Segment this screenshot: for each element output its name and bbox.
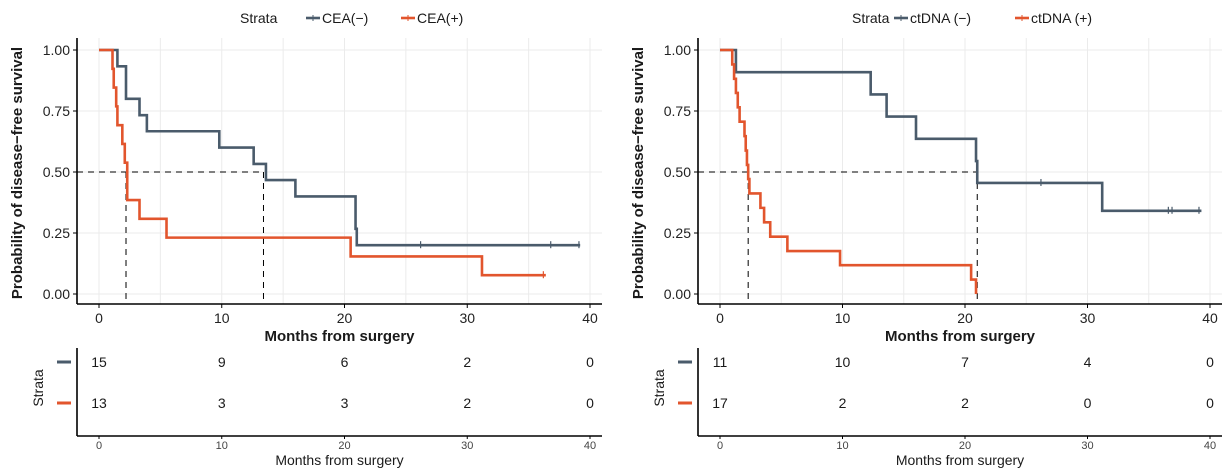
x-tick-label: 10 xyxy=(214,310,230,326)
risk-count: 3 xyxy=(341,395,349,411)
risk-x-tick-label: 30 xyxy=(1081,440,1093,452)
risk-count: 2 xyxy=(463,354,471,370)
legend-label: CEA(−) xyxy=(322,10,368,26)
x-tick-label: 0 xyxy=(716,310,724,326)
risk-count: 6 xyxy=(341,354,349,370)
legend-item: CEA(−) xyxy=(306,10,368,26)
legend-label: CEA(+) xyxy=(417,10,463,26)
risk-count: 7 xyxy=(961,354,969,370)
x-tick-label: 10 xyxy=(835,310,851,326)
risk-count: 3 xyxy=(218,395,226,411)
risk-x-tick-label: 40 xyxy=(1204,440,1216,452)
risk-count: 2 xyxy=(839,395,847,411)
km-curve xyxy=(720,48,978,294)
y-tick-label: 0.25 xyxy=(664,225,691,241)
y-tick-label: 0.00 xyxy=(43,286,70,302)
x-tick-label: 30 xyxy=(459,310,475,326)
risk-count: 13 xyxy=(91,395,107,411)
series-2 xyxy=(720,48,978,294)
risk-count: 10 xyxy=(835,354,851,370)
risk-x-tick-label: 20 xyxy=(338,440,350,452)
series-1 xyxy=(99,48,581,249)
y-tick-label: 1.00 xyxy=(664,42,691,58)
risk-count: 4 xyxy=(1084,354,1092,370)
y-tick-label: 0.75 xyxy=(43,103,70,119)
y-tick-label: 0.75 xyxy=(664,103,691,119)
y-tick-label: 0.50 xyxy=(664,164,691,180)
legend-title: Strata xyxy=(852,10,890,26)
y-axis-title: Probability of disease−free survival xyxy=(630,47,647,299)
risk-x-axis-title: Months from surgery xyxy=(896,452,1024,468)
x-tick-label: 20 xyxy=(957,310,973,326)
risk-count: 2 xyxy=(961,395,969,411)
risk-x-tick-label: 40 xyxy=(584,440,596,452)
x-tick-label: 30 xyxy=(1080,310,1096,326)
risk-x-tick-label: 20 xyxy=(959,440,971,452)
legend-label: ctDNA (+) xyxy=(1031,10,1092,26)
median-lines xyxy=(698,171,978,304)
risk-x-axis-title: Months from surgery xyxy=(275,452,403,468)
risk-y-axis-title: Strata xyxy=(651,369,667,407)
risk-count: 2 xyxy=(463,395,471,411)
y-tick-label: 0.50 xyxy=(43,164,70,180)
risk-count: 0 xyxy=(586,354,594,370)
risk-count: 0 xyxy=(1206,395,1214,411)
risk-x-tick-label: 10 xyxy=(216,440,228,452)
x-tick-label: 40 xyxy=(1202,310,1218,326)
legend: Strata CEA(−) CEA(+) xyxy=(240,10,463,26)
x-tick-label: 20 xyxy=(337,310,353,326)
risk-count: 11 xyxy=(713,354,728,370)
legend: Strata ctDNA (−) ctDNA (+) xyxy=(852,10,1092,26)
risk-x-tick-label: 30 xyxy=(461,440,473,452)
risk-x-tick-label: 0 xyxy=(717,440,723,452)
legend-title: Strata xyxy=(240,10,278,26)
risk-x-tick-label: 0 xyxy=(96,440,102,452)
risk-x-tick-label: 10 xyxy=(836,440,848,452)
x-tick-label: 0 xyxy=(95,310,103,326)
gridlines xyxy=(698,38,1222,304)
series-2 xyxy=(99,48,546,279)
risk-count: 15 xyxy=(91,354,107,370)
gridlines xyxy=(77,38,602,304)
risk-count: 9 xyxy=(218,354,226,370)
y-tick-label: 0.25 xyxy=(43,225,70,241)
y-tick-label: 1.00 xyxy=(43,42,70,58)
risk-count: 17 xyxy=(712,395,728,411)
y-axis-title: Probability of disease−free survival xyxy=(9,47,26,299)
km-curve xyxy=(99,48,581,247)
x-axis-title: Months from surgery xyxy=(264,328,415,345)
km-curve xyxy=(720,48,1202,213)
x-tick-label: 40 xyxy=(582,310,598,326)
legend-item: ctDNA (−) xyxy=(894,10,971,26)
risk-y-axis-title: Strata xyxy=(30,369,46,407)
risk-count: 0 xyxy=(586,395,594,411)
risk-count: 0 xyxy=(1206,354,1214,370)
series-1 xyxy=(720,48,1202,214)
y-tick-label: 0.00 xyxy=(664,286,691,302)
legend-item: CEA(+) xyxy=(401,10,463,26)
x-axis-title: Months from surgery xyxy=(885,328,1036,345)
risk-count: 0 xyxy=(1084,395,1092,411)
legend-label: ctDNA (−) xyxy=(910,10,971,26)
legend-item: ctDNA (+) xyxy=(1015,10,1092,26)
km-curve xyxy=(99,48,546,277)
